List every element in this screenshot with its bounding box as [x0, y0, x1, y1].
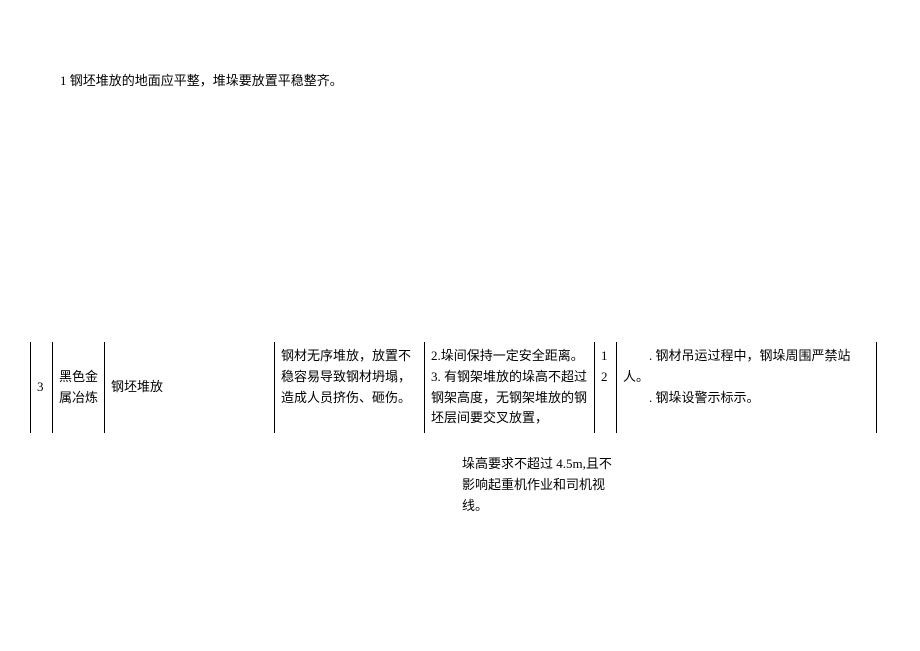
cell-guide-nums: 12	[595, 342, 617, 433]
data-table: 3 黑色金属冶炼 钢坯堆放 钢材无序堆放，放置不稳容易导致钢材坍塌，造成人员挤伤…	[30, 342, 877, 433]
intro-text: 1 钢坯堆放的地面应平整，堆垛要放置平稳整齐。	[60, 70, 343, 89]
table-row: 3 黑色金属冶炼 钢坯堆放 钢材无序堆放，放置不稳容易导致钢材坍塌，造成人员挤伤…	[31, 342, 877, 433]
cell-measures-below: 垛高要求不超过 4.5m,且不影响起重机作业和司机视线。	[456, 450, 626, 520]
cell-category: 黑色金属冶炼	[53, 342, 105, 433]
table-container: 3 黑色金属冶炼 钢坯堆放 钢材无序堆放，放置不稳容易导致钢材坍塌，造成人员挤伤…	[30, 342, 900, 433]
cell-guide-text: . 钢材吊运过程中，钢垛周围严禁站人。 . 钢垛设警示标示。	[617, 342, 877, 433]
cell-measures: 2.垛间保持一定安全距离。3. 有钢架堆放的垛高不超过钢架高度，无钢架堆放的钢坯…	[425, 342, 595, 433]
cell-risk: 钢材无序堆放，放置不稳容易导致钢材坍塌，造成人员挤伤、砸伤。	[275, 342, 425, 433]
cell-number: 3	[31, 342, 53, 433]
cell-item: 钢坯堆放	[105, 342, 275, 433]
